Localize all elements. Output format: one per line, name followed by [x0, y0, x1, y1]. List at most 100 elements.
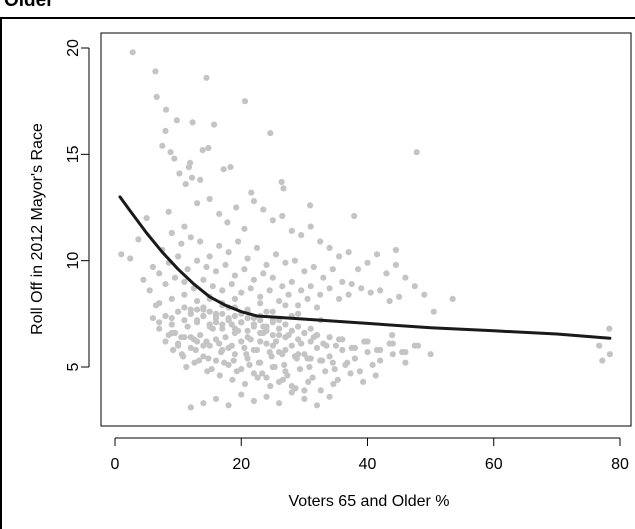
data-point	[200, 276, 207, 283]
data-point	[269, 308, 276, 315]
data-point	[206, 321, 213, 328]
x-tick-label: 80	[611, 456, 629, 473]
data-point	[206, 342, 213, 349]
data-point	[231, 312, 238, 320]
data-point	[307, 325, 314, 332]
data-point	[336, 295, 343, 302]
data-point	[118, 251, 125, 258]
data-point	[187, 310, 194, 317]
data-point	[231, 272, 238, 279]
data-point	[156, 300, 163, 307]
data-point	[171, 274, 179, 281]
data-point	[331, 366, 338, 373]
data-point	[254, 374, 261, 381]
data-point	[194, 200, 201, 207]
y-tick-label: 20	[65, 39, 82, 57]
data-point	[225, 249, 232, 256]
data-point	[231, 329, 238, 337]
data-point	[267, 383, 274, 390]
data-point	[168, 315, 175, 322]
data-point	[228, 342, 235, 349]
data-point	[156, 270, 163, 277]
data-point	[313, 304, 321, 311]
data-point	[280, 185, 287, 192]
data-point	[295, 302, 302, 309]
data-point	[241, 344, 248, 351]
data-point	[241, 98, 249, 105]
data-point	[266, 287, 273, 294]
data-point	[173, 117, 180, 124]
data-point	[288, 342, 295, 349]
data-point	[231, 295, 238, 302]
data-point	[329, 359, 336, 366]
data-point	[361, 338, 368, 345]
data-point	[140, 276, 147, 283]
data-point	[162, 127, 169, 134]
y-axis: 5 10 15 20	[65, 39, 90, 371]
data-point	[336, 336, 343, 343]
data-point	[170, 346, 177, 354]
data-point	[339, 278, 346, 285]
plot-frame	[100, 32, 632, 427]
data-point	[373, 251, 381, 258]
data-point	[187, 344, 194, 351]
data-point	[175, 308, 182, 315]
data-point	[326, 244, 333, 251]
data-point	[212, 336, 220, 343]
data-point	[250, 370, 257, 377]
data-point	[127, 255, 134, 262]
data-point	[288, 278, 295, 285]
data-point	[171, 155, 178, 162]
data-point	[250, 321, 257, 328]
data-point	[267, 130, 274, 137]
data-point	[330, 380, 337, 388]
data-point	[230, 357, 237, 364]
data-point	[291, 353, 298, 360]
data-point	[219, 287, 226, 294]
data-point	[295, 310, 302, 317]
data-point	[276, 378, 283, 385]
data-point	[212, 357, 220, 364]
data-point	[241, 225, 248, 232]
data-point	[204, 368, 211, 375]
data-point	[329, 266, 336, 273]
data-point	[317, 387, 324, 394]
data-point	[305, 378, 312, 385]
data-point	[212, 268, 220, 275]
data-point	[278, 178, 285, 186]
data-point	[282, 302, 289, 309]
data-point	[257, 359, 264, 366]
data-point	[216, 210, 223, 217]
data-point	[276, 400, 283, 407]
data-point	[334, 376, 341, 383]
data-point	[216, 372, 223, 379]
data-point	[323, 342, 330, 349]
data-point	[288, 227, 295, 234]
data-point	[285, 291, 292, 298]
data-point	[162, 281, 169, 288]
data-point	[276, 298, 283, 305]
data-point	[596, 342, 603, 349]
data-point	[168, 295, 175, 302]
data-point	[235, 238, 242, 245]
data-point	[386, 340, 393, 347]
data-point	[386, 298, 393, 305]
data-point	[281, 361, 288, 368]
data-point	[238, 289, 245, 296]
data-point	[269, 342, 276, 349]
data-point	[178, 351, 185, 358]
data-point	[317, 291, 324, 298]
data-point	[266, 349, 273, 356]
data-point	[356, 368, 363, 375]
data-point	[233, 204, 240, 211]
data-point	[377, 357, 384, 364]
data-point	[181, 304, 188, 311]
data-point	[288, 383, 295, 390]
data-point	[205, 355, 212, 362]
data-point	[301, 351, 308, 358]
data-point	[332, 342, 339, 349]
data-point	[194, 306, 201, 313]
data-point	[197, 332, 204, 339]
data-point	[389, 351, 396, 358]
data-point	[606, 325, 613, 332]
